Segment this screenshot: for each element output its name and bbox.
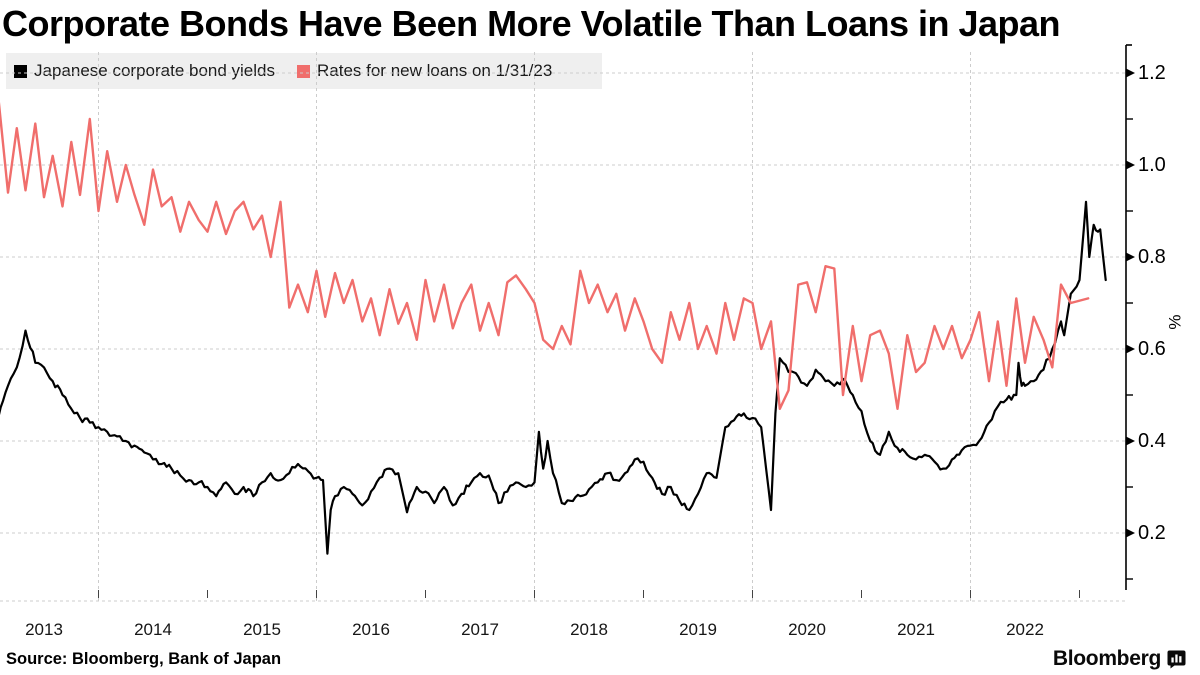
x-tick-label: 2018 bbox=[570, 620, 608, 639]
x-tick-label: 2022 bbox=[1006, 620, 1044, 639]
black-square-swatch-icon bbox=[14, 64, 27, 78]
source-attribution: Source: Bloomberg, Bank of Japan bbox=[6, 650, 282, 668]
x-tick-label: 2014 bbox=[134, 620, 172, 639]
y-tick-label: 0.8 bbox=[1138, 246, 1166, 268]
y-major-tick-arrow bbox=[1126, 252, 1135, 262]
loan-rate-line bbox=[0, 101, 1090, 410]
legend-item-bond-yields: Japanese corporate bond yields bbox=[14, 61, 275, 81]
bloomberg-wordmark: Bloomberg bbox=[1052, 647, 1161, 670]
y-tick-label: 1.0 bbox=[1138, 154, 1166, 176]
bond-yield-line bbox=[0, 200, 1107, 555]
y-major-tick-arrow bbox=[1126, 436, 1135, 446]
x-tick-label: 2016 bbox=[352, 620, 390, 639]
y-tick-label: 0.4 bbox=[1138, 430, 1166, 452]
legend-label-bond-yields: Japanese corporate bond yields bbox=[34, 61, 275, 80]
legend-label-loan-rates: Rates for new loans on 1/31/23 bbox=[317, 61, 553, 80]
chart-title: Corporate Bonds Have Been More Volatile … bbox=[2, 3, 1061, 44]
y-axis-unit-label: % bbox=[1165, 314, 1185, 330]
x-tick-label: 2013 bbox=[25, 620, 63, 639]
x-tick-label: 2020 bbox=[788, 620, 826, 639]
x-tick-label: 2015 bbox=[243, 620, 281, 639]
y-major-tick-arrow bbox=[1126, 160, 1135, 170]
red-square-swatch-icon bbox=[297, 64, 310, 78]
y-major-tick-arrow bbox=[1126, 528, 1135, 538]
bloomberg-brand: Bloomberg bbox=[1053, 647, 1186, 671]
y-major-tick-arrow bbox=[1126, 344, 1135, 354]
bloomberg-bars-bubble-icon bbox=[1167, 650, 1186, 668]
x-tick-label: 2021 bbox=[897, 620, 935, 639]
y-tick-label: 0.2 bbox=[1138, 522, 1166, 544]
legend-item-loan-rates: Rates for new loans on 1/31/23 bbox=[297, 61, 552, 81]
x-tick-label: 2017 bbox=[461, 620, 499, 639]
x-tick-label: 2019 bbox=[679, 620, 717, 639]
y-tick-label: 1.2 bbox=[1138, 62, 1166, 84]
y-major-tick-arrow bbox=[1126, 68, 1135, 78]
y-tick-label: 0.6 bbox=[1138, 338, 1166, 360]
chart-legend: Japanese corporate bond yields Rates for… bbox=[6, 53, 602, 89]
